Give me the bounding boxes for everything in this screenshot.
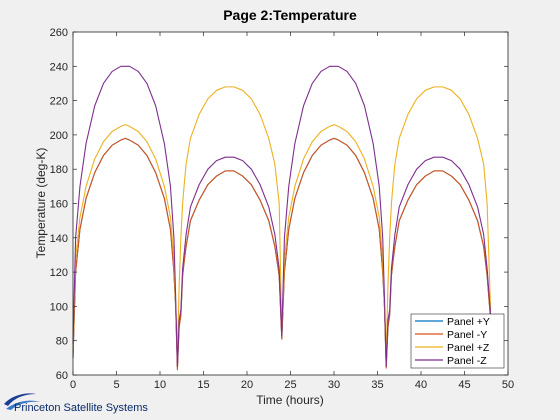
x-axis-label: Time (hours) — [256, 393, 324, 407]
x-tick-label: 15 — [197, 379, 209, 391]
legend-box — [410, 313, 505, 369]
y-axis-label: Temperature (deg-K) — [34, 148, 48, 259]
y-tick-label: 120 — [50, 267, 68, 279]
swoosh-icon — [4, 393, 40, 410]
y-tick-label: 100 — [50, 301, 68, 313]
logo-text: Princeton Satellite Systems — [14, 402, 148, 414]
y-tick-label: 160 — [50, 199, 68, 211]
legend-label: Panel +Y — [447, 316, 490, 328]
y-tick-label: 80 — [56, 336, 68, 348]
chart-title: Page 2:Temperature — [223, 7, 357, 23]
x-tick-label: 45 — [458, 379, 470, 391]
tick-layer: 0 5 10 15 20 25 30 35 40 45 50 60 80 100 120 140 160 180 2… — [50, 27, 514, 391]
y-tick-label: 200 — [50, 130, 68, 142]
x-tick-label: 40 — [415, 379, 427, 391]
x-tick-label: 20 — [241, 379, 253, 391]
company-logo: Princeton Satellite Systems — [4, 393, 148, 414]
x-tick-label: 35 — [371, 379, 383, 391]
y-tick-label: 260 — [50, 27, 68, 39]
legend-label: Panel +Z — [447, 342, 490, 354]
x-tick-label: 30 — [328, 379, 340, 391]
series-line-panel-z — [72, 65, 492, 367]
x-tick-label: 5 — [113, 379, 119, 391]
x-tick-label: 50 — [502, 379, 514, 391]
y-tick-label: 220 — [50, 96, 68, 108]
series-line-panel-y — [72, 137, 492, 371]
y-tick-label: 240 — [50, 61, 68, 73]
x-tick-label: 25 — [284, 379, 296, 391]
legend-label: Panel -Y — [447, 329, 487, 341]
x-tick-label: 10 — [154, 379, 166, 391]
x-tick-label: 0 — [70, 379, 76, 391]
y-tick-label: 60 — [56, 370, 68, 382]
y-tick-label: 140 — [50, 233, 68, 245]
legend-label: Panel -Z — [447, 355, 487, 367]
series-layer — [72, 65, 492, 371]
y-tick-label: 180 — [50, 164, 68, 176]
